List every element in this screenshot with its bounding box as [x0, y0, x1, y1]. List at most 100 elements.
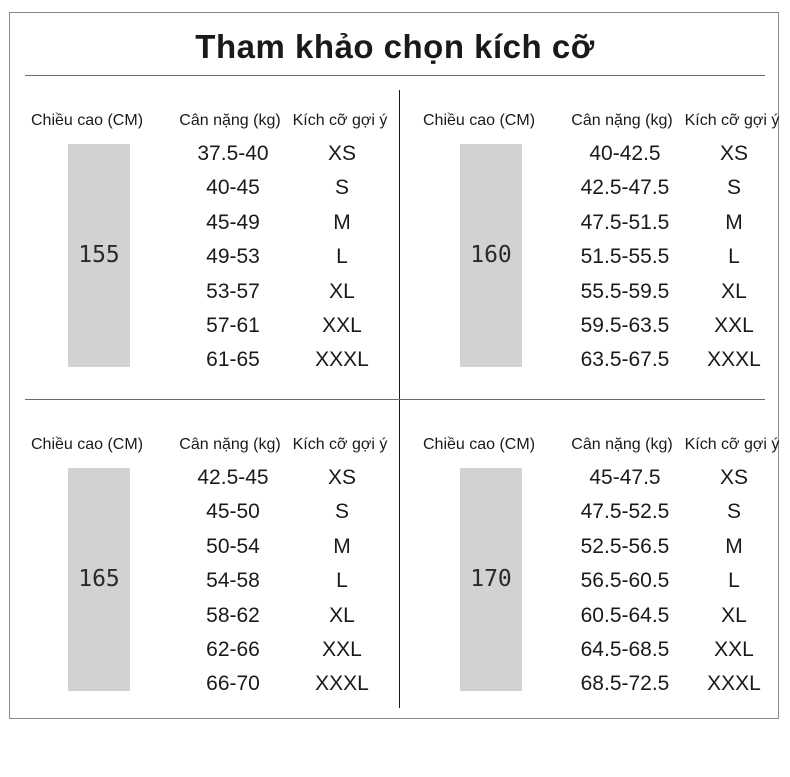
- weight-cell: 57-61: [206, 314, 260, 337]
- weight-cell: 40-45: [206, 176, 260, 199]
- table-row: 55.5-59.5 XL: [414, 275, 790, 309]
- weight-cell: 42.5-47.5: [580, 176, 670, 199]
- header-weight: Cân nặng (kg): [571, 436, 673, 453]
- title-divider: [25, 75, 765, 76]
- size-cell: XS: [719, 466, 748, 489]
- header-size: Kích cỡ gợi ý: [292, 436, 388, 453]
- header-size: Kích cỡ gợi ý: [684, 436, 780, 453]
- table-row: 57-61 XXL: [22, 309, 412, 343]
- header-height: Chiều cao (CM): [30, 436, 144, 453]
- table-row: 40-42.5 XS: [414, 137, 790, 171]
- weight-cell: 58-62: [206, 604, 260, 627]
- size-cell: XL: [721, 604, 747, 627]
- table-row: 45-50 S: [22, 495, 412, 529]
- size-cell: XS: [327, 466, 356, 489]
- table-row: 59.5-63.5 XXL: [414, 309, 790, 343]
- size-panel: Chiều cao (CM) Cân nặng (kg) Kích cỡ gợi…: [414, 436, 790, 736]
- size-cell: M: [333, 535, 351, 558]
- height-value: 170: [470, 566, 512, 592]
- size-cell: XS: [719, 142, 748, 165]
- weight-cell: 37.5-40: [197, 142, 269, 165]
- header-weight: Cân nặng (kg): [571, 112, 673, 129]
- size-cell: M: [333, 211, 351, 234]
- table-row: 47.5-51.5 M: [414, 206, 790, 240]
- size-panel: Chiều cao (CM) Cân nặng (kg) Kích cỡ gợi…: [22, 112, 412, 412]
- table-row: 64.5-68.5 XXL: [414, 633, 790, 667]
- weight-cell: 61-65: [206, 348, 260, 371]
- size-cell: XXL: [714, 638, 754, 661]
- size-cell: XL: [329, 604, 355, 627]
- size-cell: M: [725, 535, 743, 558]
- table-row: 47.5-52.5 S: [414, 495, 790, 529]
- horizontal-divider: [25, 399, 765, 400]
- weight-cell: 47.5-52.5: [580, 500, 670, 523]
- table-row: 42.5-45 XS: [22, 461, 412, 495]
- weight-cell: 59.5-63.5: [580, 314, 670, 337]
- weight-cell: 42.5-45: [197, 466, 269, 489]
- height-value: 160: [470, 242, 512, 268]
- weight-cell: 62-66: [206, 638, 260, 661]
- table-row: 66-70 XXXL: [22, 667, 412, 701]
- table-row: 37.5-40 XS: [22, 137, 412, 171]
- table-row: 61-65 XXXL: [22, 343, 412, 377]
- table-row: 50-54 M: [22, 530, 412, 564]
- size-cell: XL: [721, 280, 747, 303]
- size-cell: S: [334, 176, 349, 199]
- height-box: 165: [68, 468, 130, 691]
- weight-cell: 53-57: [206, 280, 260, 303]
- weight-cell: 50-54: [206, 535, 260, 558]
- size-cell: M: [725, 211, 743, 234]
- header-size: Kích cỡ gợi ý: [684, 112, 780, 129]
- height-box: 160: [460, 144, 522, 367]
- table-row: 52.5-56.5 M: [414, 530, 790, 564]
- table-row: 53-57 XL: [22, 275, 412, 309]
- weight-cell: 54-58: [206, 569, 260, 592]
- weight-cell: 60.5-64.5: [580, 604, 670, 627]
- table-row: 60.5-64.5 XL: [414, 599, 790, 633]
- weight-cell: 45-50: [206, 500, 260, 523]
- table-row: 63.5-67.5 XXXL: [414, 343, 790, 377]
- table-row: 40-45 S: [22, 171, 412, 205]
- weight-cell: 55.5-59.5: [580, 280, 670, 303]
- weight-cell: 63.5-67.5: [580, 348, 670, 371]
- weight-cell: 56.5-60.5: [580, 569, 670, 592]
- height-box: 155: [68, 144, 130, 367]
- size-cell: S: [726, 176, 741, 199]
- header-weight: Cân nặng (kg): [179, 112, 281, 129]
- table-row: 49-53 L: [22, 240, 412, 274]
- table-row: 68.5-72.5 XXXL: [414, 667, 790, 701]
- size-cell: XXL: [714, 314, 754, 337]
- height-box: 170: [460, 468, 522, 691]
- size-cell: XL: [329, 280, 355, 303]
- size-panel: Chiều cao (CM) Cân nặng (kg) Kích cỡ gợi…: [22, 436, 412, 736]
- size-cell: XXL: [322, 314, 362, 337]
- header-size: Kích cỡ gợi ý: [292, 112, 388, 129]
- weight-cell: 45-47.5: [589, 466, 661, 489]
- table-row: 42.5-47.5 S: [414, 171, 790, 205]
- size-chart-frame: [9, 12, 779, 719]
- size-cell: XXXL: [707, 672, 761, 695]
- size-cell: XXXL: [707, 348, 761, 371]
- header-weight: Cân nặng (kg): [179, 436, 281, 453]
- size-panel: Chiều cao (CM) Cân nặng (kg) Kích cỡ gợi…: [414, 112, 790, 412]
- size-cell: L: [728, 245, 740, 268]
- weight-cell: 49-53: [206, 245, 260, 268]
- weight-cell: 45-49: [206, 211, 260, 234]
- size-cell: XXXL: [315, 672, 369, 695]
- table-row: 54-58 L: [22, 564, 412, 598]
- weight-cell: 64.5-68.5: [580, 638, 670, 661]
- size-cell: L: [728, 569, 740, 592]
- weight-cell: 52.5-56.5: [580, 535, 670, 558]
- size-cell: L: [336, 245, 348, 268]
- table-row: 45-49 M: [22, 206, 412, 240]
- weight-cell: 66-70: [206, 672, 260, 695]
- weight-cell: 47.5-51.5: [580, 211, 670, 234]
- page-title: Tham khảo chọn kích cỡ: [195, 28, 595, 65]
- size-cell: XS: [327, 142, 356, 165]
- height-value: 165: [78, 566, 120, 592]
- height-value: 155: [78, 242, 120, 268]
- table-row: 58-62 XL: [22, 599, 412, 633]
- weight-cell: 51.5-55.5: [580, 245, 670, 268]
- table-row: 45-47.5 XS: [414, 461, 790, 495]
- table-row: 56.5-60.5 L: [414, 564, 790, 598]
